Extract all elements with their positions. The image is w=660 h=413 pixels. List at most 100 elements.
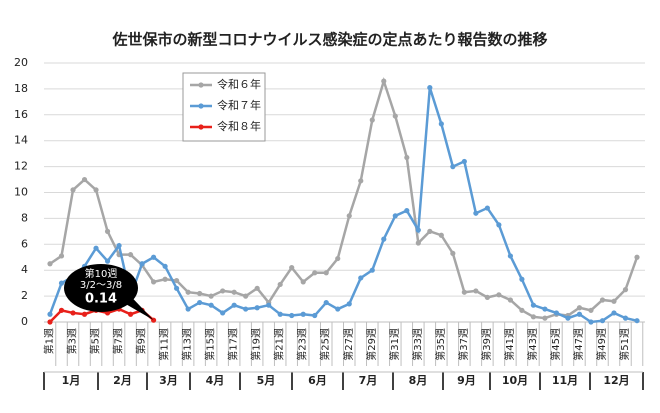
x-tick-label: 第1週	[43, 328, 56, 354]
point	[197, 299, 203, 306]
point	[427, 85, 433, 91]
point	[150, 254, 157, 260]
point	[392, 113, 398, 119]
y-tick-label: 2	[21, 289, 28, 302]
x-tick-label: 第3週	[66, 328, 79, 354]
point	[266, 302, 272, 308]
legend-marker	[198, 82, 204, 88]
point	[220, 310, 226, 316]
point	[323, 299, 329, 306]
y-tick-label: 14	[14, 134, 28, 147]
point	[415, 240, 421, 246]
point	[162, 276, 168, 282]
point	[93, 245, 99, 251]
month-label: 6月	[308, 374, 327, 387]
point	[58, 280, 65, 286]
point	[335, 306, 341, 312]
legend-marker	[198, 124, 204, 130]
point	[358, 178, 364, 184]
x-tick-label: 第41週	[503, 328, 516, 361]
y-tick-label: 16	[14, 108, 28, 121]
month-label: 11月	[552, 374, 578, 387]
x-tick-label: 第5週	[89, 328, 102, 354]
point	[243, 306, 249, 312]
month-label: 12月	[603, 374, 629, 387]
x-tick-label: 第7週	[112, 328, 125, 354]
point	[519, 307, 525, 313]
x-tick-label: 第35週	[434, 328, 447, 361]
point	[519, 276, 525, 282]
point	[58, 253, 65, 259]
x-tick-label: 第37週	[457, 328, 470, 361]
point	[70, 310, 76, 316]
point	[438, 121, 444, 127]
month-label: 4月	[206, 374, 225, 387]
month-label: 5月	[257, 374, 276, 387]
y-tick-label: 18	[14, 82, 28, 95]
point	[507, 297, 513, 303]
point	[415, 227, 421, 233]
series-line	[49, 76, 639, 320]
point	[81, 311, 88, 317]
point	[473, 210, 479, 216]
month-label: 1月	[62, 374, 81, 387]
x-tick-label: 第51週	[618, 328, 631, 361]
month-label: 8月	[409, 374, 428, 387]
x-tick-label: 第31週	[388, 328, 401, 361]
point	[277, 311, 283, 317]
point	[404, 154, 410, 161]
point	[461, 289, 467, 295]
point	[346, 213, 352, 219]
point	[47, 311, 53, 317]
y-tick-label: 20	[14, 56, 28, 69]
point	[381, 236, 387, 242]
x-tick-label: 第29週	[365, 328, 378, 361]
x-tick-label: 第19週	[250, 328, 263, 361]
point	[312, 270, 318, 276]
chart-title: 佐世保市の新型コロナウイルス感染症の定点あたり報告数の推移	[111, 31, 547, 49]
month-label: 3月	[159, 374, 178, 387]
point	[104, 228, 111, 234]
point	[47, 261, 53, 267]
x-tick-label: 第25週	[319, 328, 332, 361]
point	[70, 187, 76, 193]
point	[507, 253, 513, 259]
point	[58, 307, 65, 313]
point	[208, 302, 214, 308]
point	[243, 293, 249, 299]
x-tick-label: 第43週	[526, 328, 539, 361]
month-label: 9月	[457, 374, 476, 387]
point	[450, 164, 456, 170]
point	[116, 242, 122, 249]
point	[599, 318, 606, 324]
x-tick-label: 第27週	[342, 328, 355, 361]
legend-label: 令和６年	[217, 77, 261, 91]
x-tick-label: 第45週	[549, 328, 562, 361]
point	[185, 289, 191, 295]
point	[576, 311, 583, 317]
point	[542, 306, 548, 312]
annotation-week: 第10週	[85, 267, 118, 280]
month-label: 2月	[113, 374, 132, 387]
point	[289, 312, 295, 319]
x-tick-label: 第9週	[135, 328, 148, 354]
point	[530, 314, 537, 320]
point	[404, 208, 410, 214]
point	[162, 263, 168, 269]
y-tick-label: 6	[21, 237, 28, 250]
y-tick-label: 10	[14, 186, 28, 199]
point	[588, 307, 594, 313]
point	[438, 232, 444, 238]
point	[553, 310, 560, 316]
point	[127, 311, 134, 317]
point	[611, 298, 617, 304]
legend-label: 令和７年	[217, 98, 261, 112]
point	[254, 285, 260, 291]
point	[381, 78, 387, 84]
point	[622, 315, 629, 321]
y-tick-label: 4	[21, 263, 28, 276]
point	[323, 270, 329, 276]
point	[220, 288, 226, 294]
point	[150, 279, 157, 285]
point	[174, 277, 180, 284]
